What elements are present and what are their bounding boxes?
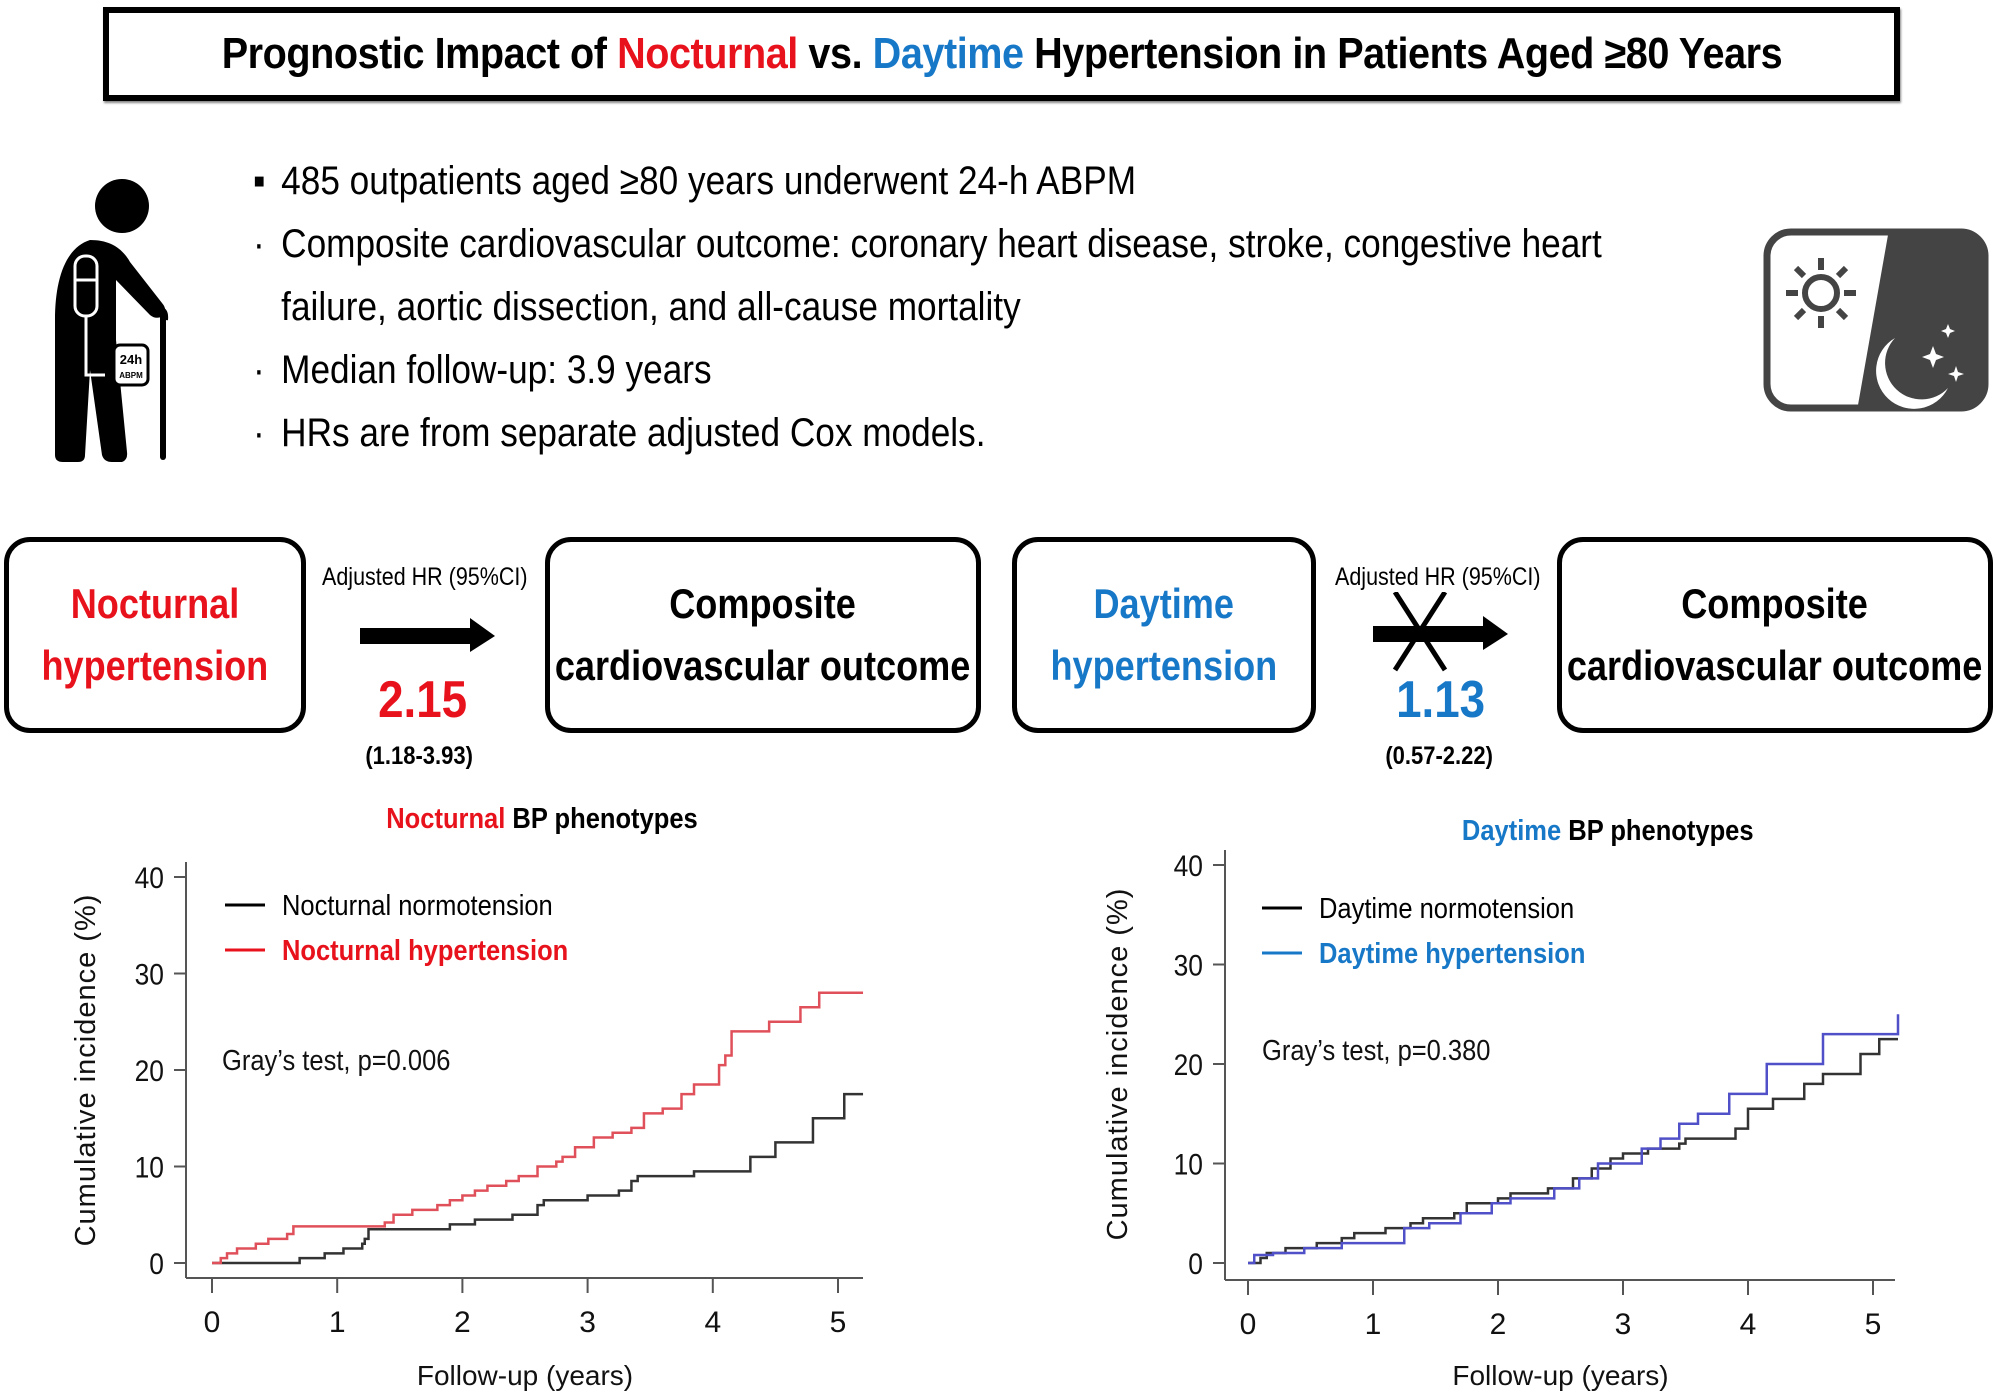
y-tick-label: 10 [135, 1150, 164, 1184]
x-tick-label: 2 [454, 1306, 471, 1339]
bullet-item: · Median follow-up: 3.9 years [253, 348, 712, 392]
outcome-line1: Composite [669, 580, 857, 627]
page-title: Prognostic Impact of Nocturnal vs. Dayti… [221, 29, 1782, 79]
legend-label: Daytime normotension [1319, 891, 1574, 924]
y-tick-label: 0 [149, 1246, 164, 1280]
title-box: Prognostic Impact of Nocturnal vs. Dayti… [103, 7, 1900, 101]
x-tick-label: 2 [1490, 1308, 1507, 1341]
y-tick-label: 10 [1174, 1147, 1203, 1181]
outcome-line2: cardiovascular outcome [555, 642, 971, 689]
summary-bullets: ▪ 485 outpatients aged ≥80 years underwen… [253, 150, 1602, 465]
crossed-arrow-icon [1373, 592, 1508, 672]
exposure-line1: Nocturnal [70, 580, 240, 627]
y-tick-label: 40 [1174, 848, 1203, 882]
title-part: Hypertension in Patients Aged ≥80 Years [1023, 29, 1783, 78]
hr-label: Adjusted HR (95%CI) [322, 563, 528, 591]
series-line-daytime-normotension [1248, 1037, 1898, 1265]
exposure-box-nocturnal: Nocturnal hypertension [4, 537, 306, 733]
outcome-box: Composite cardiovascular outcome [545, 537, 981, 733]
title-part: Daytime [872, 29, 1024, 78]
hr-value-daytime: 1.13 [1396, 671, 1486, 729]
x-tick-label: 0 [204, 1306, 221, 1339]
hr-value-nocturnal: 2.15 [378, 671, 468, 729]
outcome-box: Composite cardiovascular outcome [1557, 537, 1993, 733]
day-night-icon [1763, 228, 1989, 412]
legend-label: Nocturnal hypertension [282, 933, 568, 966]
y-tick-label: 0 [1188, 1246, 1203, 1280]
y-axis-label: Cumulative incidence (%) [1102, 888, 1134, 1241]
sun-icon [1786, 258, 1856, 328]
x-tick-label: 1 [1365, 1308, 1382, 1341]
title-part: vs. [797, 29, 873, 78]
x-axis-label: Follow-up (years) [417, 1360, 633, 1391]
bullet-item: ▪ 485 outpatients aged ≥80 years underwen… [253, 159, 1137, 203]
x-axis-label: Follow-up (years) [1452, 1360, 1668, 1391]
arrow-icon [360, 618, 495, 652]
exposure-line2: hypertension [1050, 642, 1278, 689]
chart-title-nocturnal: Nocturnal BP phenotypes [386, 803, 698, 835]
moon-stars-icon [1876, 324, 1964, 409]
y-tick-label: 20 [135, 1053, 164, 1087]
exposure-box-daytime: Daytime hypertension [1012, 537, 1316, 733]
x-tick-label: 4 [704, 1306, 721, 1339]
exposure-line1: Daytime [1093, 580, 1235, 627]
hr-ci-nocturnal: (1.18-3.93) [365, 742, 473, 770]
x-tick-label: 3 [579, 1306, 596, 1339]
elderly-patient-abpm-icon: 24h ABPM [55, 179, 169, 462]
title-part: Nocturnal [616, 29, 798, 78]
outcome-line1: Composite [1681, 580, 1869, 627]
legend-label: Daytime hypertension [1319, 936, 1585, 969]
x-tick-label: 5 [1865, 1308, 1882, 1341]
x-tick-label: 1 [329, 1306, 346, 1339]
bullet-item: · HRs are from separate adjusted Cox mode… [253, 411, 986, 455]
series-line-nocturnal-normotension [212, 1092, 864, 1265]
chart-title-daytime: Daytime BP phenotypes [1461, 815, 1754, 847]
x-tick-label: 4 [1740, 1308, 1757, 1341]
hr-label: Adjusted HR (95%CI) [1335, 563, 1541, 591]
x-tick-label: 3 [1615, 1308, 1632, 1341]
x-tick-label: 0 [1240, 1308, 1257, 1341]
series-line-daytime-hypertension [1248, 1014, 1900, 1265]
grays-test-annotation: Gray’s test, p=0.006 [222, 1043, 450, 1076]
y-tick-label: 40 [135, 860, 164, 894]
y-axis-label: Cumulative incidence (%) [70, 894, 102, 1247]
abpm-badge-line2: ABPM [119, 371, 143, 380]
y-tick-label: 20 [1174, 1047, 1203, 1081]
y-tick-label: 30 [1174, 948, 1203, 982]
bullet-item: · Composite cardiovascular outcome: coron… [253, 222, 1602, 266]
bullet-item-continued: failure, aortic dissection, and all-caus… [281, 285, 1021, 329]
title-part: Prognostic Impact of [221, 29, 617, 78]
abpm-badge-line1: 24h [120, 352, 142, 367]
x-tick-label: 5 [830, 1306, 847, 1339]
y-tick-label: 30 [135, 957, 164, 991]
legend-label: Nocturnal normotension [282, 888, 553, 921]
hr-ci-daytime: (0.57-2.22) [1385, 742, 1493, 770]
exposure-line2: hypertension [41, 642, 269, 689]
outcome-line2: cardiovascular outcome [1567, 642, 1983, 689]
grays-test-annotation: Gray’s test, p=0.380 [1262, 1033, 1490, 1066]
series-line-nocturnal-hypertension [212, 991, 864, 1265]
